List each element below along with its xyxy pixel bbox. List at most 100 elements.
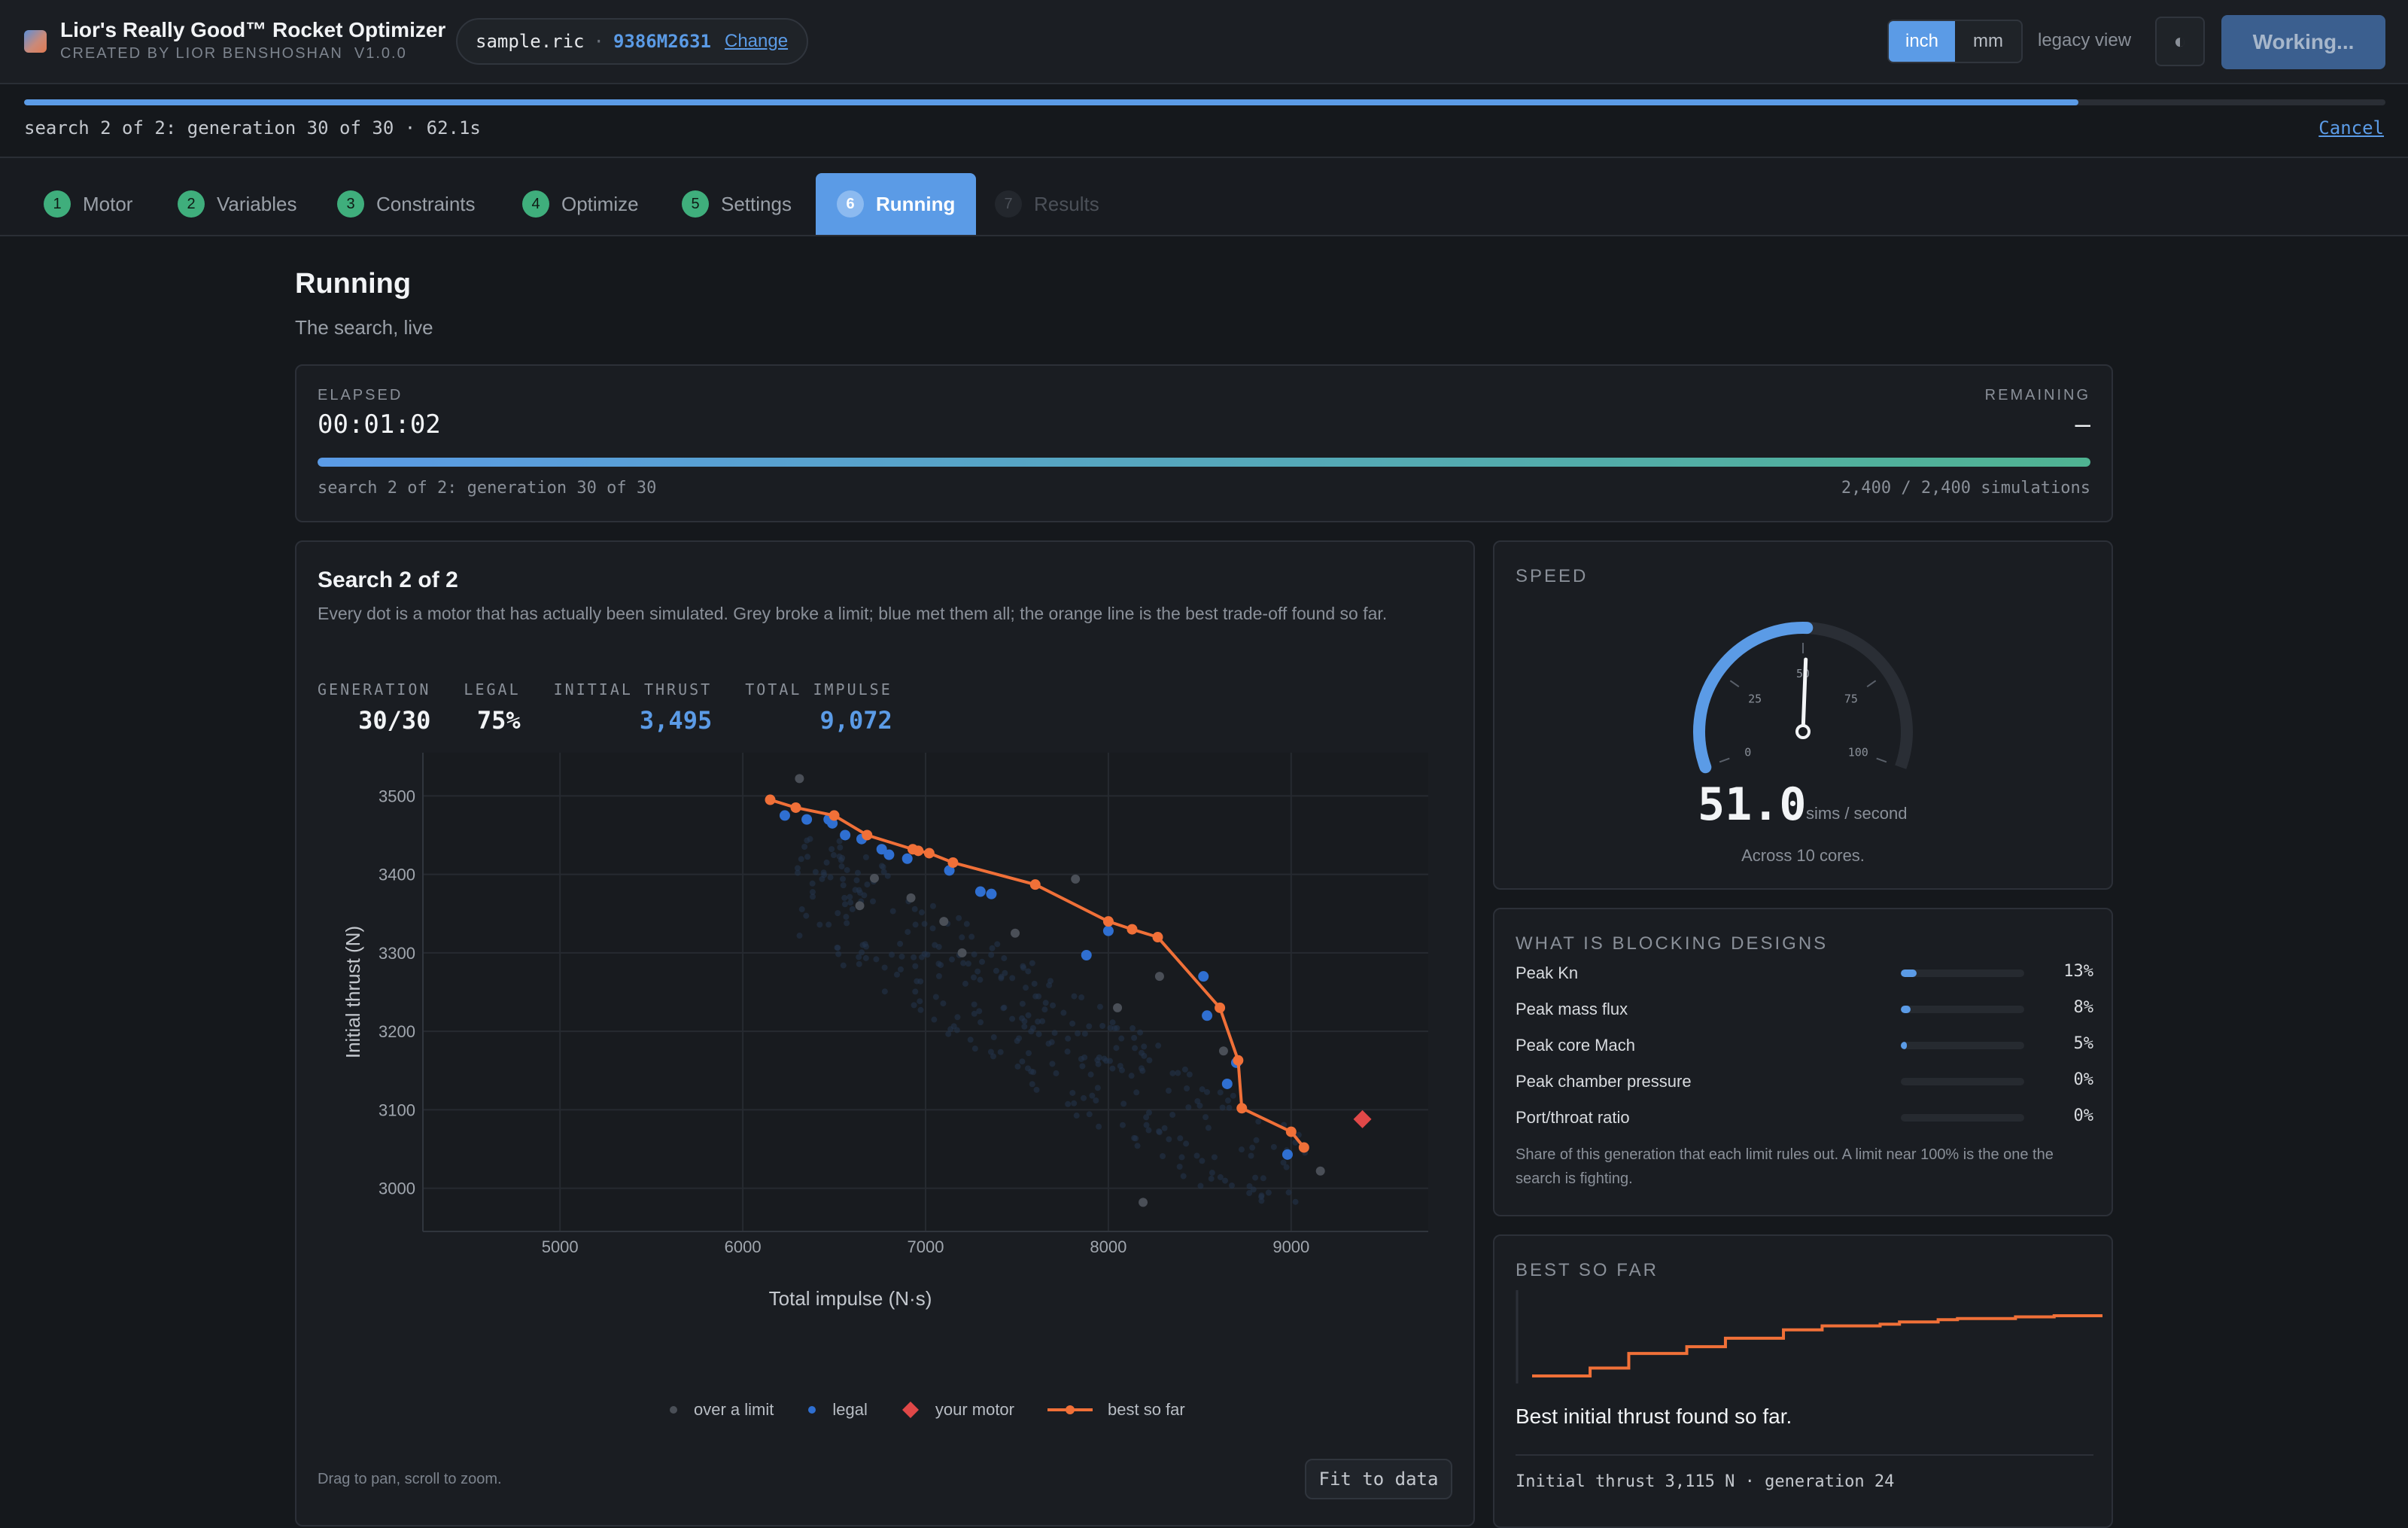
faint-dot	[893, 971, 900, 978]
over-limit-dot	[795, 774, 804, 784]
gauge-tick	[1866, 680, 1877, 688]
app-logo-icon	[24, 30, 47, 53]
global-progress-bar	[24, 99, 2385, 105]
faint-dot	[1014, 1063, 1021, 1070]
faint-dot	[862, 854, 869, 860]
faint-dot	[935, 960, 942, 967]
page-subtitle: The search, live	[295, 316, 433, 339]
faint-dot	[1024, 1065, 1031, 1072]
faint-dot	[898, 953, 905, 960]
tab-label: Results	[1034, 192, 1099, 215]
legend-label: legal	[832, 1400, 868, 1419]
x-tick-label: 5000	[542, 1237, 579, 1256]
best-so-far-point	[923, 848, 935, 859]
pareto-scatter-chart[interactable]: 5000 6000 7000 8000 9000 3000 3100 3200 3300 3400…	[318, 745, 1455, 1340]
unit-mm-button[interactable]: mm	[1973, 31, 2003, 51]
faint-dot	[1101, 1055, 1108, 1062]
faint-dot	[1181, 1066, 1188, 1073]
working-button[interactable]: Working...	[2221, 15, 2385, 69]
faint-dot	[1099, 1022, 1106, 1029]
faint-dot	[1086, 1111, 1093, 1118]
remaining-label: REMAINING	[1984, 387, 2090, 403]
tab-settings[interactable]: 5 Settings	[658, 173, 816, 235]
faint-dot	[798, 906, 805, 913]
faint-dot	[935, 973, 942, 979]
tab-running[interactable]: 6 Running	[816, 173, 977, 235]
theme-toggle-icon[interactable]: ◐	[2155, 17, 2205, 66]
blocking-bar-fill	[1901, 969, 1917, 977]
faint-dot	[1130, 1025, 1136, 1032]
elapsed-label: ELAPSED	[318, 387, 403, 403]
faint-dot	[1048, 1039, 1055, 1046]
faint-dot	[1230, 1092, 1236, 1099]
tab-label: Constraints	[376, 192, 476, 215]
faint-dot	[990, 1053, 996, 1060]
speed-value: 51.0	[1698, 778, 1807, 831]
legacy-view-link[interactable]: legacy view	[2038, 30, 2132, 50]
app-subtitle: CREATED BY LIOR BENSHOSHAN V1.0.0	[60, 45, 407, 62]
faint-dot	[993, 967, 999, 974]
faint-dot	[1246, 1190, 1253, 1197]
faint-dot	[1180, 1173, 1187, 1179]
tab-number: 4	[522, 190, 549, 218]
legal-dot	[876, 844, 887, 855]
legal-dot	[840, 829, 851, 841]
faint-dot	[1249, 1144, 1256, 1151]
faint-dot	[1035, 1030, 1042, 1037]
faint-dot	[1025, 1012, 1032, 1018]
fit-to-data-button[interactable]: Fit to data	[1305, 1459, 1452, 1499]
best-so-far-point	[1285, 1126, 1297, 1137]
faint-dot	[1209, 1170, 1215, 1176]
faint-dot	[1019, 1000, 1026, 1007]
faint-dot	[1025, 968, 1032, 975]
blocking-bar	[1901, 969, 2024, 977]
faint-dot	[1260, 1175, 1266, 1182]
faint-dot	[1069, 1020, 1076, 1027]
faint-dot	[1145, 1109, 1152, 1116]
faint-dot	[912, 988, 919, 995]
best-so-far-point	[913, 845, 924, 857]
faint-dot	[1160, 1152, 1166, 1159]
faint-dot	[979, 958, 986, 965]
change-file-link[interactable]: Change	[725, 31, 789, 51]
faint-dot	[812, 869, 819, 875]
legend-legal: legal	[807, 1400, 868, 1420]
faint-dot	[1205, 1125, 1212, 1131]
legal-dot	[986, 888, 997, 899]
over-limit-dot	[855, 901, 865, 911]
faint-dot	[1184, 1085, 1190, 1091]
faint-dot	[1143, 1114, 1150, 1121]
faint-dot	[841, 894, 848, 901]
faint-dot	[1183, 1140, 1190, 1147]
blocking-bar	[1901, 1006, 2024, 1013]
faint-dot	[884, 872, 891, 879]
tab-variables[interactable]: 2 Variables	[154, 173, 321, 235]
faint-dot	[968, 933, 975, 940]
x-tick-label: 9000	[1272, 1237, 1309, 1256]
faint-dot	[836, 853, 843, 860]
blocking-card: WHAT IS BLOCKING DESIGNS Peak Kn 13% Pea…	[1493, 908, 2113, 1216]
faint-dot	[945, 1030, 952, 1037]
elapsed-status: search 2 of 2: generation 30 of 30	[318, 479, 657, 498]
faint-dot	[1197, 1183, 1204, 1189]
faint-dot	[1186, 1071, 1193, 1078]
faint-dot	[1023, 985, 1029, 991]
faint-dot	[994, 941, 1001, 948]
tab-optimize[interactable]: 4 Optimize	[498, 173, 663, 235]
faint-dot	[873, 956, 880, 963]
tab-constraints[interactable]: 3 Constraints	[313, 173, 500, 235]
faint-dot	[917, 1006, 924, 1013]
over-limit-dot	[1139, 1198, 1148, 1207]
x-tick-label: 7000	[908, 1237, 944, 1256]
unit-inch-button[interactable]: inch	[1889, 21, 1955, 62]
tab-motor[interactable]: 1 Motor	[20, 173, 157, 235]
faint-dot	[794, 865, 801, 872]
gauge-tick	[1876, 757, 1887, 763]
cancel-link[interactable]: Cancel	[2318, 117, 2384, 138]
over-limit-dot	[1071, 874, 1081, 884]
faint-dot	[1060, 1009, 1067, 1016]
faint-dot	[880, 869, 887, 875]
faint-dot	[1246, 1183, 1253, 1189]
faint-dot	[836, 838, 843, 845]
faint-dot	[1219, 1104, 1226, 1111]
